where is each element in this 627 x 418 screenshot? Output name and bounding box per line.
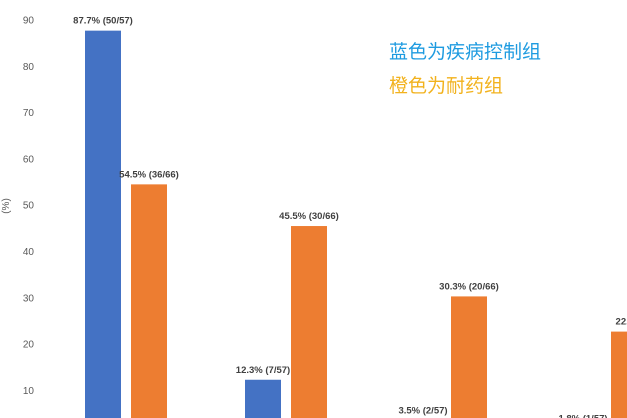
data-label-series2-cat2: 45.5% (30/66) xyxy=(279,211,339,222)
data-label-series1-cat4: 1.8% (1/57) xyxy=(558,413,607,418)
y-tick-label: 80 xyxy=(23,62,35,73)
bar-series1-cat2 xyxy=(245,379,281,418)
y-axis-label: (%) xyxy=(1,198,12,214)
data-label-series2-cat1: 54.5% (36/66) xyxy=(119,169,179,180)
data-label-series2-cat4: 22.7% xyxy=(616,317,627,328)
data-label-series1-cat3: 3.5% (2/57) xyxy=(398,405,447,416)
bar-series1-cat1 xyxy=(85,30,121,418)
y-tick-label: 50 xyxy=(23,201,35,212)
bar-series2-cat4 xyxy=(611,331,627,418)
data-labels: 87.7% (50/57) 12.3% (7/57) 3.5% (2/57) 1.8%… xyxy=(73,16,627,418)
y-axis: 10 20 30 40 50 60 70 80 90 xyxy=(23,16,35,397)
y-tick-label: 90 xyxy=(23,16,35,27)
y-tick-label: 70 xyxy=(23,108,35,119)
legend-blue-text: 蓝色为疾病控制组 xyxy=(389,41,542,63)
data-label-series1-cat1: 87.7% (50/57) xyxy=(73,16,133,27)
y-tick-label: 20 xyxy=(23,340,35,351)
y-tick-label: 10 xyxy=(23,386,35,397)
bar-series2-cat3 xyxy=(451,296,487,418)
bar-series2-cat1 xyxy=(131,184,167,418)
legend-orange-text: 橙色为耐药组 xyxy=(389,75,504,97)
bars xyxy=(85,30,627,418)
data-label-series1-cat2: 12.3% (7/57) xyxy=(236,365,290,376)
y-tick-label: 30 xyxy=(23,293,35,304)
y-tick-label: 40 xyxy=(23,247,35,258)
data-label-series2-cat3: 30.3% (20/66) xyxy=(439,281,499,292)
y-tick-label: 60 xyxy=(23,154,35,165)
bar-series2-cat2 xyxy=(291,226,327,418)
